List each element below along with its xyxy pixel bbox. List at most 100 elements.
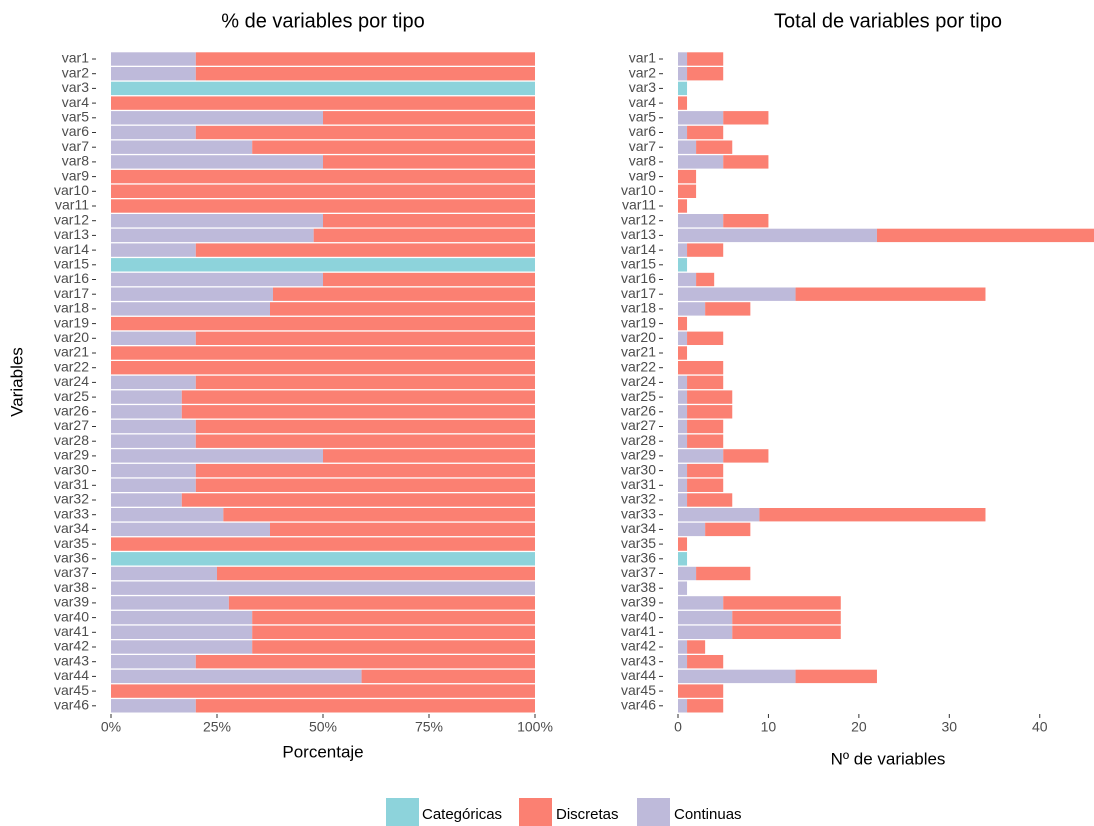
y-tick-label: var33 (54, 505, 89, 521)
bar (687, 375, 724, 390)
y-tick-label: var21 (621, 344, 656, 360)
bar (687, 463, 724, 478)
y-tick-label: var36 (54, 550, 89, 566)
y-tick-label: var32 (54, 491, 89, 507)
bar (111, 405, 182, 419)
y-tick-label: var34 (621, 520, 656, 536)
bar (678, 405, 688, 419)
bar (687, 243, 724, 257)
bar (732, 625, 841, 639)
bar (195, 243, 536, 257)
bar (678, 302, 706, 316)
bar (111, 287, 273, 301)
y-tick-label: var43 (54, 652, 89, 668)
y-tick-label: var21 (54, 344, 89, 360)
bar (223, 508, 536, 522)
x-axis-label: Nº de variables (831, 749, 946, 768)
chart-title: % de variables por tipo (221, 10, 424, 32)
bar (111, 111, 323, 125)
bar (195, 67, 536, 81)
y-tick-label: var11 (55, 197, 89, 213)
x-tick-label: 20 (851, 719, 867, 735)
bar (111, 346, 535, 360)
bar (111, 699, 196, 713)
y-tick-label: var19 (621, 314, 656, 330)
y-tick-label: var41 (621, 623, 656, 639)
bar (678, 390, 688, 404)
bar (111, 316, 535, 331)
y-tick-label: var39 (54, 594, 89, 610)
bar (270, 522, 535, 537)
bar (111, 508, 224, 522)
y-tick-label: var29 (54, 447, 89, 463)
bar (181, 493, 536, 507)
legend-label: Continuas (674, 806, 742, 823)
bar (195, 478, 536, 492)
y-tick-label: var28 (54, 432, 89, 448)
bar (111, 596, 229, 610)
y-tick-label: var8 (62, 153, 89, 169)
bar (228, 596, 535, 610)
bar (678, 669, 796, 684)
bar (696, 140, 733, 154)
chart-title: Total de variables por tipo (774, 10, 1002, 32)
bar (195, 52, 536, 66)
bar (705, 522, 751, 537)
bar (111, 331, 196, 345)
y-tick-label: var9 (629, 167, 656, 183)
x-axis-label: Porcentaje (282, 742, 363, 761)
bar (252, 140, 535, 154)
y-tick-label: var12 (621, 211, 656, 227)
bar (723, 449, 769, 463)
y-tick-label: var44 (621, 667, 656, 683)
bar (687, 125, 724, 140)
bar (111, 493, 182, 507)
bar (678, 361, 724, 375)
y-tick-label: var9 (62, 167, 89, 183)
bar (111, 214, 323, 228)
bar (111, 243, 196, 257)
y-tick-label: var40 (621, 608, 656, 624)
x-tick-label: 100% (517, 719, 553, 735)
bar (111, 81, 535, 96)
y-tick-label: var6 (62, 123, 89, 139)
y-tick-label: var35 (54, 535, 89, 551)
bar (687, 331, 724, 345)
bar (181, 405, 536, 419)
y-tick-label: var13 (621, 226, 656, 242)
y-tick-label: var17 (621, 285, 656, 301)
bar (687, 434, 724, 448)
x-tick-label: 40 (1032, 719, 1048, 735)
bar (111, 478, 196, 492)
bar (195, 463, 536, 478)
bar (195, 331, 536, 345)
bar (111, 52, 196, 66)
y-tick-label: var28 (621, 432, 656, 448)
bar (678, 52, 688, 66)
y-tick-label: var40 (54, 608, 89, 624)
bar (111, 96, 535, 110)
bar (687, 67, 724, 81)
y-tick-label: var15 (54, 256, 89, 272)
bar (195, 419, 536, 434)
bar (111, 272, 323, 287)
bar (678, 228, 877, 243)
bar (323, 449, 535, 463)
y-tick-label: var32 (621, 491, 656, 507)
y-tick-label: var42 (54, 638, 89, 654)
y-tick-label: var46 (54, 697, 89, 713)
y-tick-label: var26 (54, 403, 89, 419)
bar (732, 610, 841, 625)
bar (678, 537, 688, 551)
x-tick-label: 30 (942, 719, 958, 735)
x-tick-label: 50% (309, 719, 337, 735)
bar (678, 96, 688, 110)
y-tick-label: var7 (629, 138, 656, 154)
bar (678, 81, 688, 96)
y-tick-label: var44 (54, 667, 89, 683)
y-tick-label: var11 (622, 197, 656, 213)
bar (687, 478, 724, 492)
y-tick-label: var33 (621, 505, 656, 521)
bar (678, 463, 688, 478)
